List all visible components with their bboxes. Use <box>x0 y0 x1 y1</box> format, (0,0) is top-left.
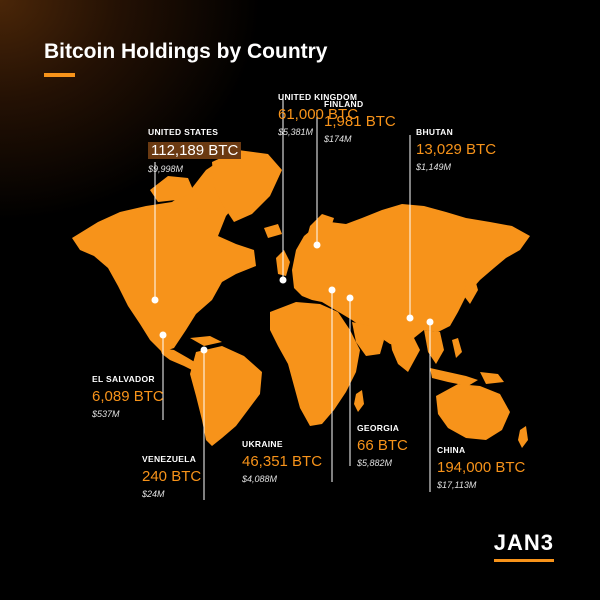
label-el-salvador: EL SALVADOR 6,089 BTC $537M <box>92 375 164 419</box>
iceland <box>264 224 282 238</box>
arabian-peninsula <box>352 322 384 356</box>
pin-el-salvador[interactable] <box>159 331 167 339</box>
canadian-archipelago <box>150 176 194 202</box>
label-venezuela: VENEZUELA 240 BTC $24M <box>142 455 201 499</box>
pin-china[interactable] <box>426 318 434 326</box>
btc-amount: 13,029 BTC <box>416 140 497 158</box>
btc-amount: 112,189 BTC <box>151 141 239 159</box>
australia <box>436 384 510 440</box>
label-georgia: GEORGIA 66 BTC $5,882M <box>357 424 408 468</box>
southeast-asia <box>424 330 444 364</box>
country-name: CHINA <box>437 445 466 455</box>
new-zealand <box>518 426 528 448</box>
country-name: FINLAND <box>324 99 364 109</box>
label-united-kingdom: UNITED KINGDOM 61,000 BTC $5,381M <box>278 93 358 137</box>
pin-finland[interactable] <box>313 241 321 249</box>
label-finland: FINLAND 1,981 BTC $174M <box>324 100 396 144</box>
title-underline <box>44 73 75 77</box>
central-america <box>160 348 198 372</box>
usd-value: $17,113M <box>437 479 477 490</box>
scandinavia <box>304 214 334 262</box>
btc-amount: 61,000 BTC <box>278 105 359 123</box>
pin-united-states[interactable] <box>151 296 159 304</box>
usd-value: $5,882M <box>357 457 393 468</box>
eurasia <box>292 204 530 346</box>
usd-value: $174M <box>324 133 352 144</box>
land-masses <box>72 150 530 448</box>
country-name: UKRAINE <box>242 439 283 449</box>
jan3-logo: JAN3 <box>493 530 554 562</box>
country-name: EL SALVADOR <box>92 374 155 384</box>
country-name: VENEZUELA <box>142 454 197 464</box>
logo-underline <box>493 559 554 562</box>
leader-lines <box>154 96 431 500</box>
madagascar <box>354 390 364 412</box>
page-title: Bitcoin Holdings by Country <box>44 40 328 63</box>
pin-united-kingdom[interactable] <box>279 276 287 284</box>
caribbean <box>190 336 222 346</box>
btc-amount: 240 BTC <box>142 467 202 485</box>
new-guinea <box>480 372 504 384</box>
country-name: UNITED KINGDOM <box>278 92 358 102</box>
logo-text: JAN3 <box>493 530 554 555</box>
label-united-states: UNITED STATES 112,189 BTC $9,998M <box>148 127 242 174</box>
country-name: BHUTAN <box>416 127 454 137</box>
usd-value: $537M <box>92 408 120 419</box>
usd-value: $5,381M <box>278 126 314 137</box>
baffin-island <box>196 188 218 214</box>
indonesia <box>430 368 478 386</box>
country-name: UNITED STATES <box>148 127 219 137</box>
btc-amount: 194,000 BTC <box>437 458 526 476</box>
usd-value: $4,088M <box>242 473 278 484</box>
label-bhutan: BHUTAN 13,029 BTC $1,149M <box>416 128 496 172</box>
africa <box>270 302 360 426</box>
label-ukraine: UKRAINE 46,351 BTC $4,088M <box>242 440 322 484</box>
usd-value: $1,149M <box>416 161 452 172</box>
pin-ukraine[interactable] <box>328 286 336 294</box>
btc-amount: 1,981 BTC <box>324 112 396 130</box>
indian-subcontinent <box>390 334 420 372</box>
btc-amount: 46,351 BTC <box>242 452 323 470</box>
south-america <box>190 346 262 446</box>
usd-value: $24M <box>142 488 165 499</box>
pin-venezuela[interactable] <box>200 346 208 354</box>
pin-bhutan[interactable] <box>406 314 414 322</box>
greenland <box>212 150 282 222</box>
btc-amount: 6,089 BTC <box>92 387 164 405</box>
location-pins <box>151 241 434 354</box>
pin-georgia[interactable] <box>346 294 354 302</box>
btc-amount: 66 BTC <box>357 436 408 454</box>
philippines <box>452 338 462 358</box>
country-name: GEORGIA <box>357 423 400 433</box>
label-china: CHINA 194,000 BTC $17,113M <box>437 446 525 490</box>
usd-value: $9,998M <box>148 163 184 174</box>
japan <box>464 276 478 304</box>
